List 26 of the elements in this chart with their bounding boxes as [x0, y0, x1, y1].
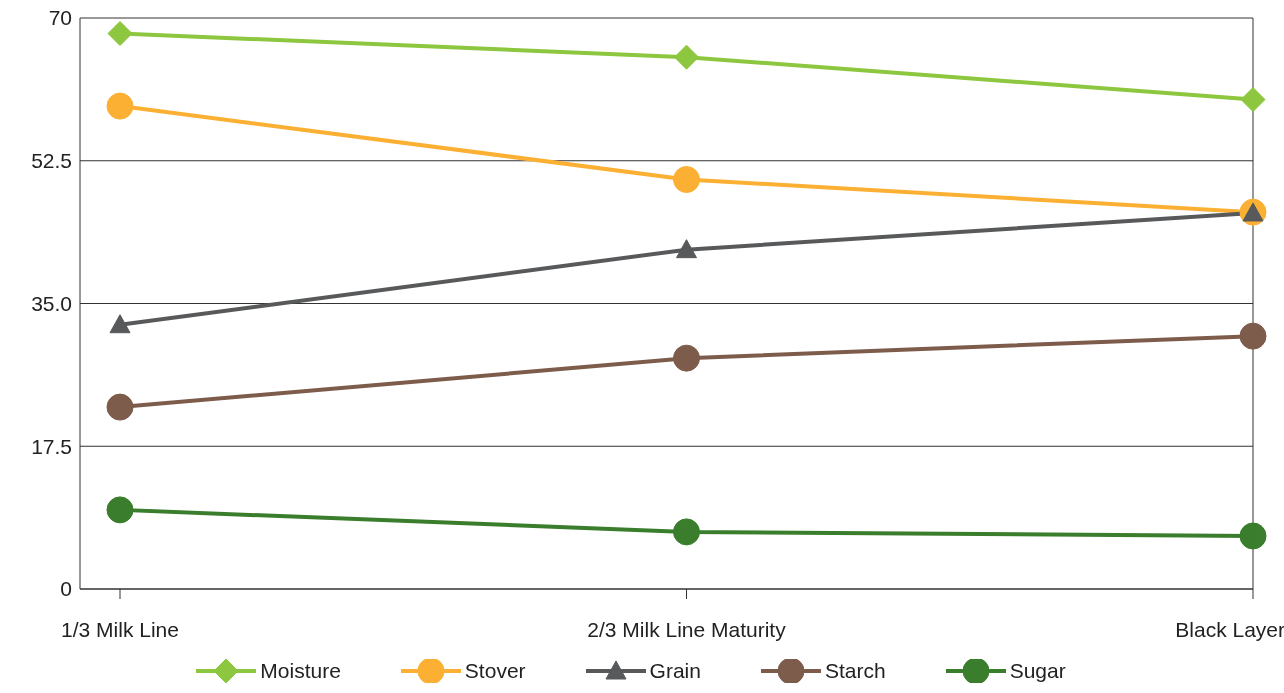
point: [1240, 87, 1266, 113]
point: [107, 21, 133, 46]
y-tick-label: 52.5: [31, 149, 72, 173]
point: [1239, 522, 1267, 550]
point: [106, 92, 134, 120]
point: [106, 496, 134, 524]
legend-label: Grain: [649, 659, 701, 683]
y-tick-label: 17.5: [31, 434, 72, 458]
x-tick-label: Black Layer: [1175, 618, 1284, 641]
point: [676, 239, 697, 259]
y-tick-label: 70: [48, 6, 72, 30]
legend-label: Stover: [464, 659, 526, 683]
point: [673, 518, 700, 546]
point: [673, 344, 700, 372]
legend-label: Starch: [824, 659, 886, 683]
point: [1239, 322, 1267, 350]
legend-label: Moisture: [260, 659, 341, 683]
x-tick-label: 2/3 Milk Line Maturity: [587, 618, 787, 641]
y-tick-label: 0: [60, 577, 72, 601]
y-tick-label: 35.0: [31, 291, 72, 315]
legend-label: Sugar: [1009, 659, 1066, 683]
point: [109, 314, 131, 334]
point: [674, 44, 699, 70]
point: [106, 393, 134, 421]
point: [673, 166, 700, 194]
x-tick-label: 1/3 Milk Line: [61, 618, 179, 641]
